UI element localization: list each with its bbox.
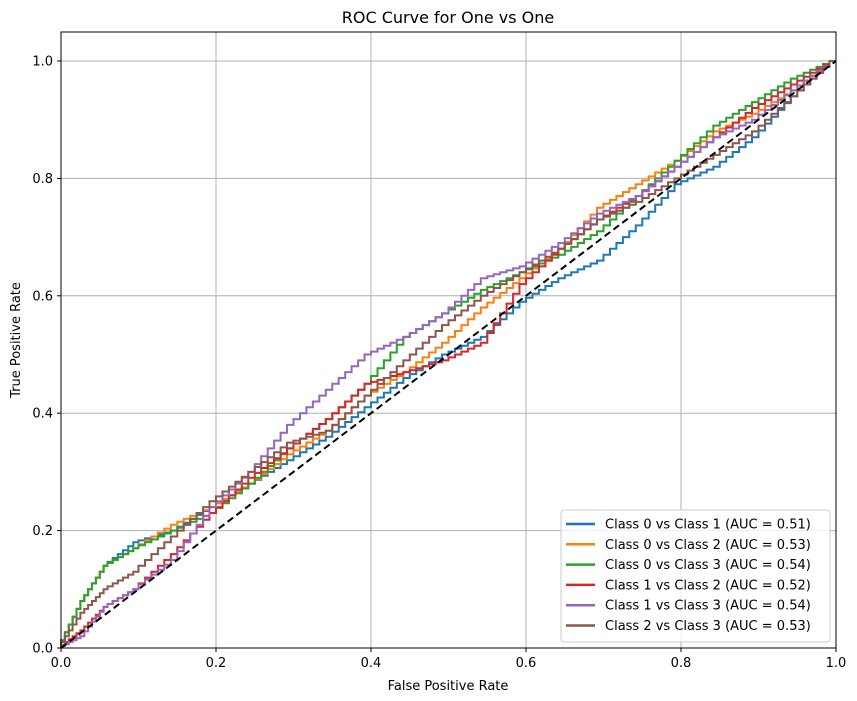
roc-curves: [60, 60, 837, 649]
roc-curve-series-5: [60, 60, 836, 648]
legend-label: Class 0 vs Class 1 (AUC = 0.51): [605, 518, 811, 533]
legend-label: Class 0 vs Class 3 (AUC = 0.54): [605, 558, 811, 573]
x-tick-label: 0.2: [206, 656, 227, 671]
x-tick-label: 0.0: [51, 656, 72, 671]
y-tick-label: 0.0: [32, 642, 53, 657]
legend-label: Class 0 vs Class 2 (AUC = 0.53): [605, 538, 811, 553]
chance-diagonal-line: [60, 60, 837, 649]
chart-title: ROC Curve for One vs One: [342, 8, 554, 27]
y-axis-ticks: 0.0 0.2 0.4 0.6 0.8 1.0: [32, 55, 61, 657]
x-axis-label: False Positive Rate: [388, 679, 509, 694]
y-axis-label: True Positive Rate: [9, 282, 24, 399]
y-tick-label: 0.6: [32, 289, 53, 304]
legend-label: Class 1 vs Class 3 (AUC = 0.54): [605, 599, 811, 614]
legend-label: Class 2 vs Class 3 (AUC = 0.53): [605, 619, 811, 634]
x-axis-ticks: 0.0 0.2 0.4 0.6 0.8 1.0: [51, 648, 847, 671]
legend: Class 0 vs Class 1 (AUC = 0.51) Class 0 v…: [560, 509, 831, 643]
legend-label: Class 1 vs Class 2 (AUC = 0.52): [605, 578, 811, 593]
x-tick-label: 1.0: [826, 656, 847, 671]
y-tick-label: 1.0: [32, 55, 53, 70]
legend-box: [560, 509, 831, 643]
x-tick-label: 0.4: [361, 656, 382, 671]
y-tick-label: 0.8: [32, 172, 53, 187]
x-tick-label: 0.6: [516, 656, 537, 671]
y-tick-label: 0.2: [32, 524, 53, 539]
y-tick-label: 0.4: [32, 407, 53, 422]
x-tick-label: 0.8: [671, 656, 692, 671]
plot-frame: [60, 31, 837, 649]
